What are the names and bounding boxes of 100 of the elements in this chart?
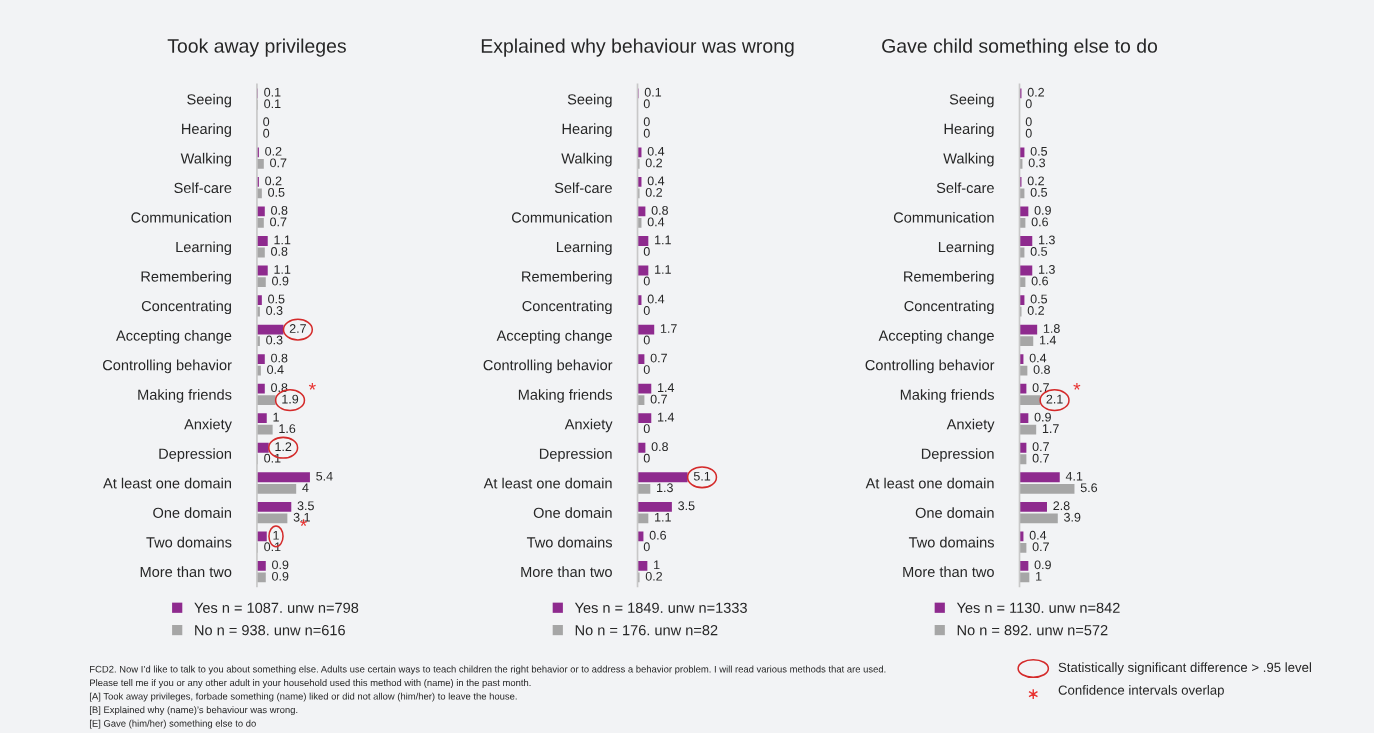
- data-label: 0.4: [1029, 530, 1047, 540]
- y-tick-label: More than two: [903, 566, 994, 578]
- data-label: 0.4: [647, 217, 665, 227]
- y-tick-label: Two domains: [526, 536, 613, 548]
- data-label: 0.1: [644, 87, 662, 97]
- y-tick-label: One domain: [533, 507, 612, 518]
- data-label: 0: [643, 247, 650, 256]
- data-label: 0.7: [1032, 542, 1049, 552]
- y-tick-label: At least one domain: [103, 477, 231, 489]
- y-tick-label: Concentrating: [141, 300, 231, 315]
- data-label: 0.7: [270, 158, 287, 168]
- legend-label: Yes n = 1087. unw n=798: [194, 602, 359, 613]
- data-label: 0: [643, 306, 650, 315]
- data-label: 0.8: [1033, 365, 1050, 374]
- data-label: 0.5: [1030, 247, 1048, 256]
- chart-title: Gave child something else to do: [882, 38, 1158, 57]
- annotation: 2.1: [1046, 394, 1063, 404]
- data-label: 0.5: [268, 187, 285, 197]
- data-label: 0.8: [271, 205, 288, 215]
- data-label: 0.1: [264, 99, 281, 109]
- data-label: 0: [643, 365, 650, 374]
- data-label: 0.7: [650, 353, 667, 363]
- y-tick-label: Communication: [893, 211, 994, 223]
- data-label: 0.2: [645, 571, 663, 581]
- data-label: 0.2: [1027, 306, 1044, 315]
- data-label: 2.8: [1053, 501, 1070, 511]
- data-label: 0.2: [645, 187, 663, 197]
- text: [B] Explained why (name)’s behaviour was wrong.: [89, 706, 298, 716]
- y-tick-label: Remembering: [522, 270, 612, 285]
- data-label: 0: [263, 128, 270, 138]
- data-label: 0: [643, 117, 650, 127]
- y-tick-label: Communication: [131, 211, 231, 223]
- text: FCD2. Now I’d like to talk to you about something else. Adults use certain ways to teach children the right behavior or to address a behavior problem. I will read various methods that are used.: [90, 665, 886, 675]
- y-tick-label: More than two: [521, 566, 612, 578]
- data-label: 1.3: [1038, 265, 1055, 274]
- annotation: 1.9: [282, 394, 299, 404]
- y-tick-label: Self-care: [554, 182, 612, 194]
- data-label: 4: [302, 483, 309, 493]
- y-tick-label: Two domains: [146, 536, 232, 548]
- legend-label: No n = 176. unw n=82: [575, 625, 718, 636]
- legend-label: No n = 892. unw n=572: [957, 625, 1108, 636]
- y-tick-label: Concentrating: [522, 300, 612, 315]
- data-label: 0.9: [1034, 560, 1051, 570]
- data-label: 0.8: [271, 247, 288, 256]
- data-label: 5.4: [316, 471, 333, 481]
- data-label: 0.6: [1031, 217, 1048, 227]
- y-tick-label: Hearing: [562, 123, 612, 137]
- data-label: 0.7: [650, 394, 667, 404]
- data-label: 1.1: [655, 512, 671, 522]
- data-label: 0.1: [264, 87, 281, 97]
- y-tick-label: Two domains: [908, 536, 994, 548]
- data-label: 1: [273, 412, 279, 422]
- y-tick-label: Accepting change: [878, 330, 994, 344]
- text: Please tell me if you or any other adult in your household used this method with (name) in the past month.: [90, 679, 531, 688]
- data-label: 1: [654, 560, 660, 570]
- data-label: 0: [643, 453, 650, 463]
- data-label: 0: [643, 276, 650, 286]
- y-tick-label: Learning: [176, 241, 231, 256]
- data-label: 0.2: [1027, 87, 1044, 97]
- data-label: 0.7: [270, 217, 287, 227]
- data-label: 0.8: [651, 205, 668, 215]
- y-tick-label: Anxiety: [184, 418, 232, 433]
- y-tick-label: Learning: [556, 241, 612, 256]
- data-label: 0.6: [1031, 276, 1048, 286]
- y-tick-label: Learning: [938, 241, 994, 256]
- y-tick-label: Seeing: [567, 93, 612, 108]
- data-label: 0: [643, 542, 650, 552]
- y-tick-label: Self-care: [174, 182, 232, 194]
- chart-title: Explained why behaviour was wrong: [481, 38, 794, 57]
- chart-title: Took away privileges: [167, 38, 346, 57]
- y-tick-label: Controlling behavior: [483, 359, 613, 374]
- data-label: 1.1: [655, 235, 671, 245]
- data-label: 0.2: [265, 146, 282, 156]
- legend-label: No n = 938. unw n=616: [195, 625, 345, 636]
- y-tick-label: Seeing: [187, 93, 231, 108]
- data-label: 0.2: [1027, 176, 1044, 186]
- y-tick-label: More than two: [140, 566, 232, 578]
- y-tick-label: Making friends: [900, 389, 994, 403]
- data-label: 0.6: [649, 530, 667, 540]
- text: Confidence intervals overlap: [1058, 685, 1224, 698]
- y-tick-label: Remembering: [904, 270, 994, 285]
- y-tick-label: At least one domain: [483, 477, 612, 489]
- text: [E] Gave (him/her) something else to do: [89, 719, 256, 729]
- data-label: 3.9: [1064, 512, 1081, 522]
- data-label: 0.8: [271, 383, 288, 393]
- data-label: 0: [1025, 117, 1032, 127]
- data-label: 1.7: [1042, 424, 1059, 433]
- data-label: 0.5: [1030, 294, 1048, 304]
- legend-label: Yes n = 1130. unw n=842: [956, 602, 1120, 613]
- y-tick-label: Hearing: [182, 123, 231, 137]
- data-label: 0.4: [647, 294, 665, 304]
- y-tick-label: Accepting change: [496, 330, 612, 344]
- annotation: 1.2: [275, 442, 292, 451]
- data-label: 1.4: [1039, 335, 1057, 345]
- data-label: 0: [643, 99, 650, 109]
- data-label: 1.8: [1043, 324, 1060, 333]
- data-label: 0.5: [268, 294, 285, 304]
- y-tick-label: One domain: [915, 507, 994, 518]
- data-label: 1.6: [279, 424, 296, 434]
- data-label: 1.1: [655, 265, 671, 274]
